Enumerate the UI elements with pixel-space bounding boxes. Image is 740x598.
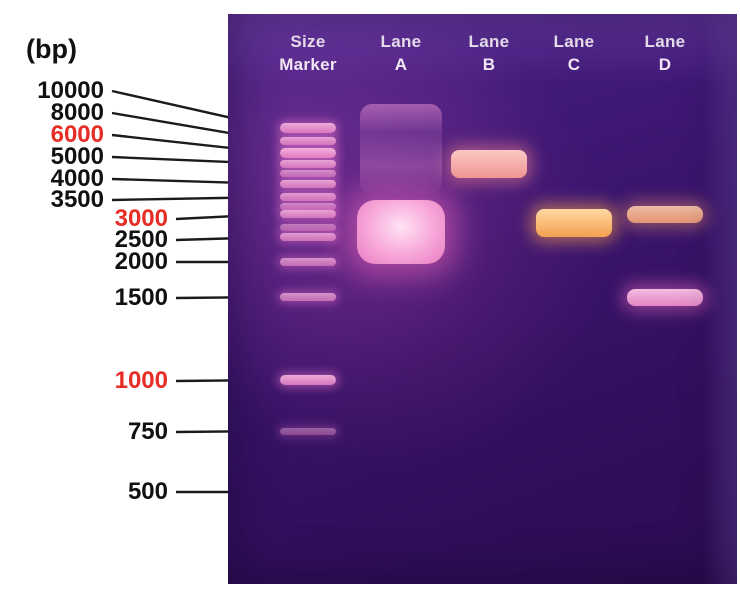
lane-header-line: Lane [644, 32, 686, 51]
band-lane-A-2600bp [357, 200, 445, 265]
marker-label-2000: 2000 [114, 248, 168, 275]
lane-header-line: Lane [380, 32, 422, 51]
ladder-band-3000 [280, 210, 336, 218]
marker-label-750: 750 [127, 418, 168, 445]
bp-unit-label: (bp) [26, 34, 77, 64]
gel-vignette [228, 14, 737, 584]
ladder-band-5000 [280, 160, 336, 168]
lane-header-line: Lane [468, 32, 510, 51]
ladder-band-2000 [280, 258, 336, 266]
band-lane-B-5000bp [451, 150, 527, 178]
ladder-band-6000 [280, 148, 336, 158]
ladder-band-2500 [280, 233, 336, 241]
marker-label-4000: 4000 [50, 165, 104, 192]
marker-label-2500: 2500 [114, 226, 168, 253]
ladder-band-2700 [280, 223, 336, 231]
marker-label-1500: 1500 [114, 284, 168, 311]
ladder-band-1000 [280, 375, 336, 385]
band-lane-D-1500bp [627, 288, 703, 306]
marker-label-8000: 8000 [50, 99, 104, 126]
marker-label-3500: 3500 [50, 186, 104, 213]
lane-header-line: D [658, 55, 672, 74]
ladder-band-3500 [280, 193, 336, 201]
lane-header-line: Marker [279, 55, 337, 74]
lane-header-D: Lane D [610, 30, 720, 76]
ladder-band-1500 [280, 293, 336, 301]
lane-header-B: Lane B [434, 30, 544, 76]
marker-label-6000: 6000 [50, 121, 104, 148]
lane-header-marker: Size Marker [253, 30, 363, 76]
ladder-band-10000 [280, 123, 336, 133]
lane-header-line: Lane [553, 32, 595, 51]
marker-label-500: 500 [127, 478, 168, 505]
ladder-band-8000 [280, 137, 336, 145]
ladder-band-4000 [280, 180, 336, 188]
lane-header-A: Lane A [346, 30, 456, 76]
marker-label-1000: 1000 [114, 367, 168, 394]
smear-lane-A [360, 104, 442, 195]
marker-label-10000: 10000 [37, 77, 104, 104]
lane-header-line: A [394, 55, 408, 74]
lane-header-line: Size [290, 32, 326, 51]
marker-label-5000: 5000 [50, 143, 104, 170]
band-lane-C-2800bp [536, 208, 612, 237]
marker-label-3000: 3000 [114, 205, 168, 232]
gel-photo: Size Marker Lane A Lane B Lane C Lane D [228, 14, 737, 584]
band-lane-D-3000bp [627, 205, 703, 223]
ladder-band-750 [280, 427, 336, 435]
lane-header-C: Lane C [519, 30, 629, 76]
lane-header-line: C [567, 55, 581, 74]
ladder-band-4500 [280, 169, 336, 177]
lane-header-line: B [482, 55, 496, 74]
ladder-band-3200 [280, 203, 336, 211]
